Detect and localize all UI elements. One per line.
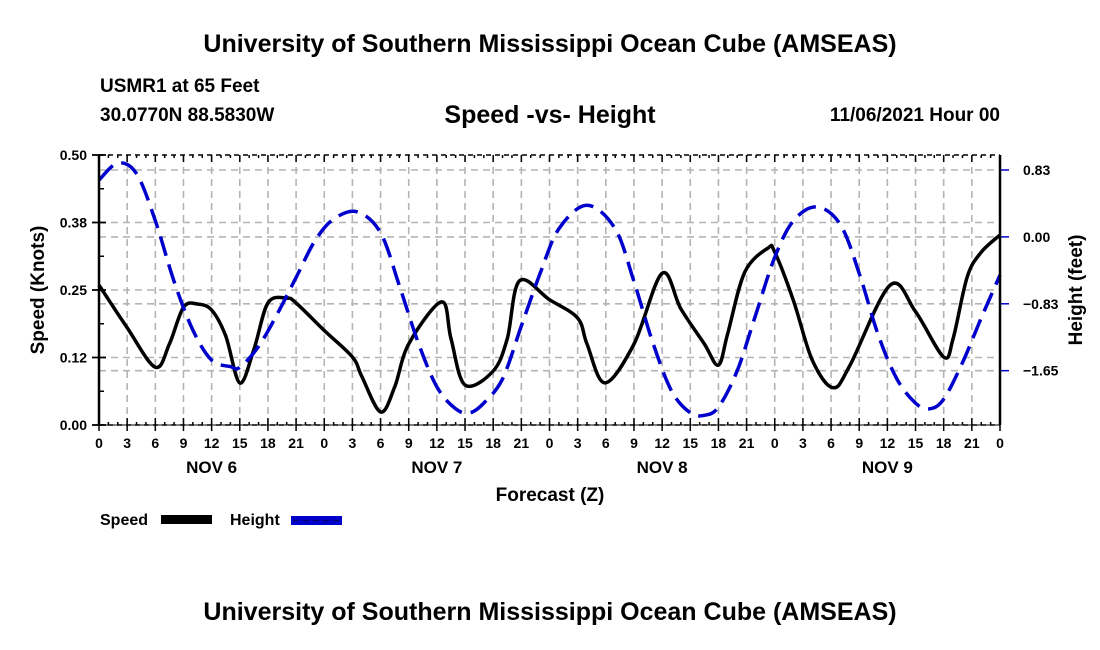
- x-tick-label: 9: [855, 435, 863, 451]
- y2-tick-label: −0.83: [1023, 296, 1059, 312]
- x-tick-label: 9: [630, 435, 638, 451]
- y2-tick-label: 0.83: [1023, 162, 1050, 178]
- footer-title: University of Southern Mississippi Ocean…: [203, 598, 897, 626]
- y-tick-label: 0.00: [60, 417, 87, 433]
- legend: Speed Height: [100, 512, 342, 529]
- x-tick-label: 6: [827, 435, 835, 451]
- x-tick-label: 6: [377, 435, 385, 451]
- x-tick-label: 0: [771, 435, 779, 451]
- series-line-speed: [97, 233, 1002, 414]
- x-tick-label: 3: [349, 435, 357, 451]
- y2-tick-label: −1.65: [1023, 363, 1059, 379]
- main-title: University of Southern Mississippi Ocean…: [203, 30, 897, 58]
- x-tick-label: 15: [908, 435, 924, 451]
- x-tick-label: 21: [288, 435, 304, 451]
- x-tick-label: 0: [546, 435, 554, 451]
- y-tick-label: 0.25: [60, 282, 87, 298]
- x-tick-label: 12: [204, 435, 220, 451]
- x-tick-label: 9: [180, 435, 188, 451]
- x-tick-label: 12: [429, 435, 445, 451]
- legend-label-height: Height: [230, 512, 280, 529]
- station-label: USMR1 at 65 Feet: [100, 76, 260, 97]
- x-tick-label: 21: [739, 435, 755, 451]
- day-label: NOV 8: [637, 458, 688, 477]
- y-axis-title: Speed (Knots): [28, 226, 49, 355]
- x-tick-label: 18: [260, 435, 276, 451]
- x-tick-label: 3: [799, 435, 807, 451]
- x-axis-title: Forecast (Z): [496, 485, 605, 506]
- day-label: NOV 6: [186, 458, 237, 477]
- legend-label-speed: Speed: [100, 512, 148, 529]
- x-tick-label: 21: [964, 435, 980, 451]
- x-tick-label: 0: [320, 435, 328, 451]
- x-tick-label: 18: [711, 435, 727, 451]
- grid-lines: [99, 155, 1000, 425]
- y2-tick-label: 0.00: [1023, 229, 1050, 245]
- chart-title: Speed -vs- Height: [444, 101, 656, 129]
- x-tick-label: 6: [151, 435, 159, 451]
- x-tick-label: 6: [602, 435, 610, 451]
- x-tick-label: 0: [95, 435, 103, 451]
- x-tick-label: 3: [574, 435, 582, 451]
- forecast-datetime: 11/06/2021 Hour 00: [829, 105, 1000, 126]
- x-tick-label: 15: [232, 435, 248, 451]
- x-tick-label: 0: [996, 435, 1004, 451]
- x-tick-label: 15: [457, 435, 473, 451]
- x-tick-label: 18: [936, 435, 952, 451]
- y-tick-label: 0.12: [60, 350, 87, 366]
- x-tick-label: 12: [654, 435, 670, 451]
- coordinates-label: 30.0770N 88.5830W: [100, 105, 275, 126]
- day-label: NOV 9: [862, 458, 913, 477]
- labels-layer: 0 3 6 9 12 15 18 21 0 3 6 9 12 15 18 21 0 3 6 9 12 15 18 21 0 3 6 9…: [28, 147, 1087, 506]
- x-tick-label: 9: [405, 435, 413, 451]
- x-tick-label: 15: [682, 435, 698, 451]
- y2-axis-title: Height (feet): [1066, 235, 1087, 346]
- x-tick-label: 12: [880, 435, 896, 451]
- axes-layer: [92, 154, 1009, 431]
- x-tick-label: 18: [485, 435, 501, 451]
- y-tick-label: 0.38: [60, 215, 87, 231]
- x-tick-label: 21: [514, 435, 530, 451]
- legend-swatch-speed: [161, 515, 212, 524]
- day-label: NOV 7: [411, 458, 462, 477]
- x-tick-label: 3: [123, 435, 131, 451]
- series-line-height: [97, 161, 1002, 418]
- series-layer: [97, 161, 1002, 418]
- y-tick-label: 0.50: [60, 147, 87, 163]
